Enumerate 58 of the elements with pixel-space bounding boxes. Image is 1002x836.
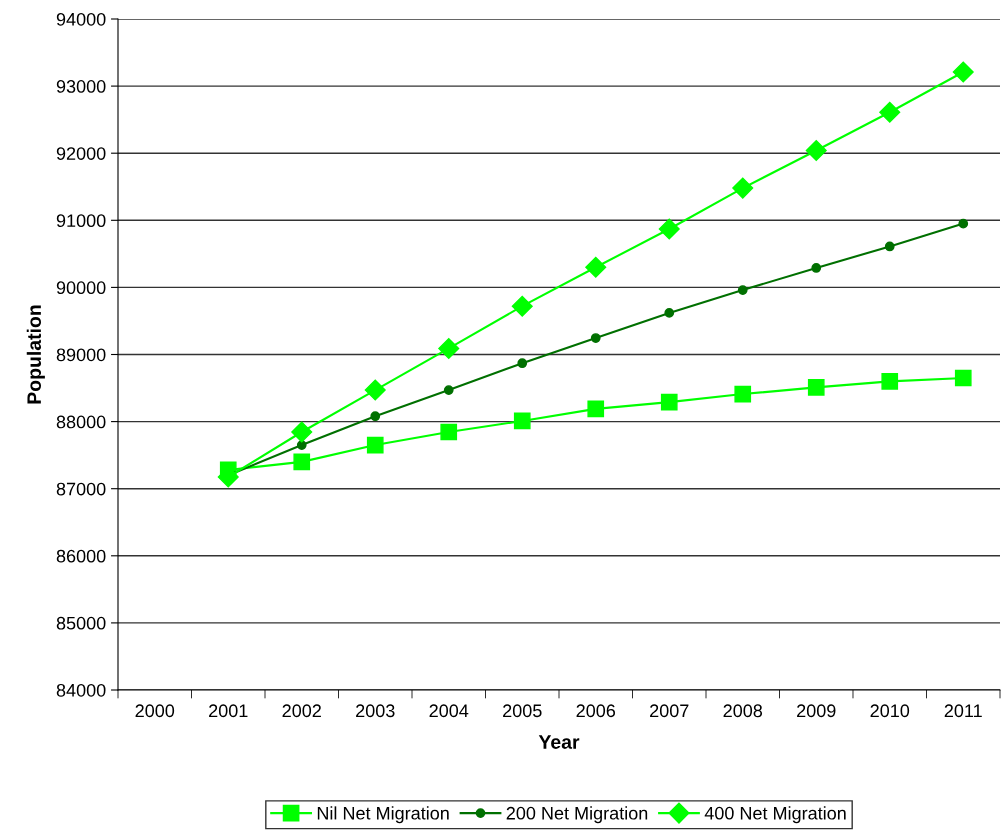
x-tick-label: 2007: [650, 704, 689, 718]
x-tick-label: 2009: [797, 704, 836, 718]
legend-label: 200 Net Migration: [506, 806, 648, 824]
point: [293, 453, 311, 471]
x-tick-label: 2003: [356, 704, 395, 718]
point: [364, 379, 386, 401]
point: [737, 285, 748, 295]
legend-label: Nil Net Migration: [317, 806, 449, 824]
point: [879, 101, 901, 123]
point: [958, 218, 969, 229]
x-axis-title: Year: [538, 735, 580, 749]
point: [291, 421, 313, 443]
point: [660, 393, 678, 411]
y-axis-title: Population: [26, 305, 45, 404]
x-tick-label: 2005: [503, 704, 542, 718]
point: [511, 295, 533, 317]
point: [590, 333, 601, 343]
point: [517, 358, 528, 369]
y-tick-label: 94000: [56, 12, 106, 26]
point: [658, 218, 680, 240]
x-tick-label: 2008: [723, 704, 763, 718]
y-tick-label: 88000: [56, 415, 106, 429]
point: [811, 263, 822, 273]
x-tick-label: 2000: [135, 704, 175, 718]
point: [513, 412, 531, 430]
x-tick-label: 2006: [576, 704, 616, 718]
point: [732, 177, 754, 199]
x-tick-label: 2002: [282, 704, 321, 718]
x-tick-label: 2010: [870, 704, 910, 718]
y-tick-label: 90000: [56, 281, 106, 295]
point: [443, 385, 454, 395]
x-tick-label: 2001: [209, 704, 248, 718]
y-tick-label: 87000: [56, 482, 106, 496]
point: [366, 436, 384, 454]
point: [296, 440, 307, 450]
y-tick-label: 86000: [56, 549, 106, 563]
legend-label: 400 Net Migration: [704, 806, 846, 824]
y-tick-label: 92000: [56, 147, 106, 160]
y-tick-label: 89000: [56, 348, 106, 362]
y-tick-label: 84000: [56, 683, 106, 697]
y-tick-label: 93000: [56, 80, 106, 93]
point: [664, 308, 675, 318]
point: [440, 423, 458, 441]
point: [884, 241, 895, 252]
point: [805, 140, 827, 162]
x-tick-label: 2011: [944, 704, 982, 718]
y-tick-label: 91000: [56, 214, 106, 228]
point: [734, 385, 752, 403]
point: [438, 337, 460, 359]
point: [881, 373, 899, 390]
point: [807, 379, 825, 396]
point: [954, 369, 972, 387]
x-tick-label: 2004: [429, 704, 469, 718]
y-tick-label: 85000: [56, 616, 106, 630]
point: [952, 61, 974, 83]
point: [585, 256, 607, 278]
point: [587, 400, 605, 418]
point: [370, 411, 381, 422]
